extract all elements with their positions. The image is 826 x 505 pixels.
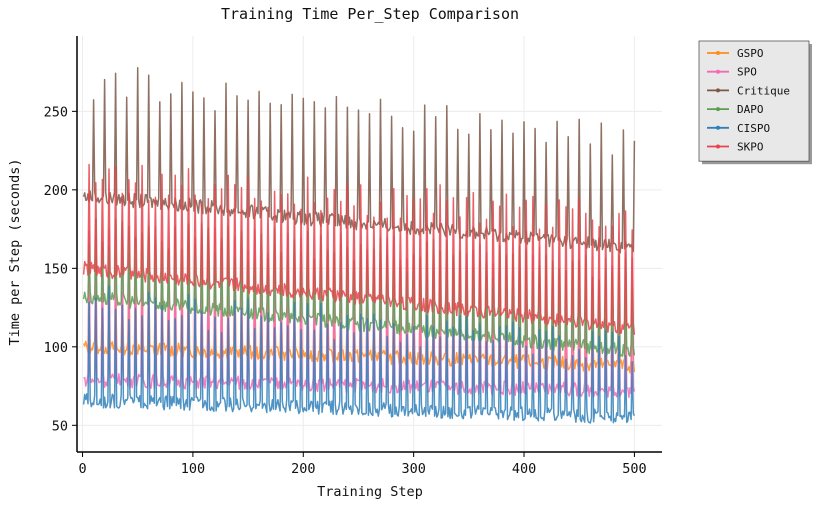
legend-label: SKPO — [737, 141, 764, 154]
y-tick-label: 100 — [44, 340, 68, 356]
x-tick-label: 0 — [78, 461, 86, 477]
legend-box — [698, 40, 810, 162]
legend-marker — [716, 88, 720, 93]
x-tick-label: 100 — [181, 461, 205, 477]
x-ticks: 0 100 200 300 400 500 — [78, 452, 647, 477]
y-axis-label: Time per Step (seconds) — [7, 159, 23, 346]
series-line-skpo — [82, 163, 636, 335]
series-line-cispo — [82, 285, 636, 424]
x-axis-label: Training Step — [317, 484, 423, 500]
legend-marker — [716, 69, 720, 74]
x-tick-label: 200 — [291, 461, 315, 477]
legend-label: DAPO — [737, 103, 764, 116]
y-tick-label: 200 — [44, 183, 68, 199]
legend-marker — [716, 125, 720, 130]
legend-marker — [716, 51, 720, 55]
y-tick-label: 250 — [44, 104, 68, 120]
legend-label: CISPO — [737, 122, 770, 135]
x-tick-label: 300 — [401, 461, 425, 477]
series-layer — [82, 67, 636, 424]
axes — [76, 36, 662, 453]
y-tick-label: 50 — [52, 418, 68, 434]
legend-label: GSPO — [737, 47, 764, 60]
legend-label: SPO — [737, 66, 757, 79]
legend: GSPO SPO Critique DAPO CISPO SKPO — [698, 40, 812, 165]
series-line-critique — [82, 67, 636, 254]
chart-title: Training Time Per_Step Comparison — [221, 5, 519, 23]
x-tick-label: 500 — [622, 461, 646, 477]
legend-marker — [716, 144, 720, 149]
y-tick-label: 150 — [44, 261, 68, 277]
grid — [77, 36, 662, 452]
y-ticks: 50 100 150 200 250 — [44, 104, 77, 434]
legend-marker — [716, 107, 720, 112]
legend-label: Critique — [737, 84, 790, 97]
x-tick-label: 400 — [512, 461, 536, 477]
